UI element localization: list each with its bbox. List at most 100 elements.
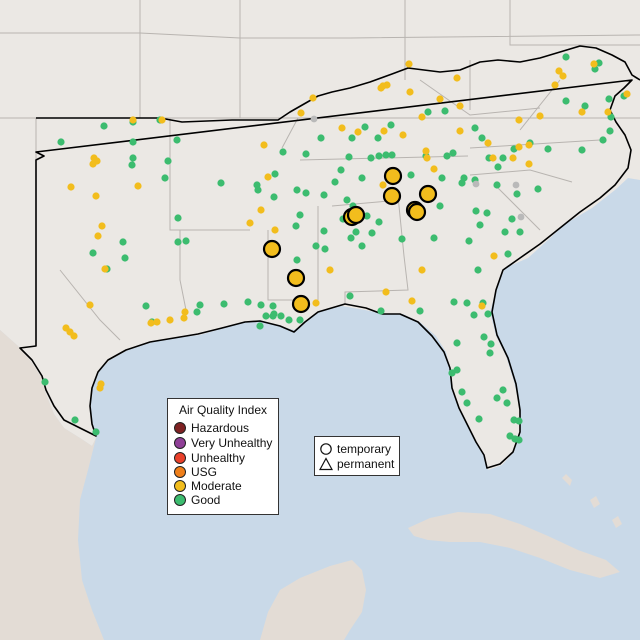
moderate-monitor-marker [484,139,492,147]
mexico-land [0,330,104,640]
moderate-monitor-marker [86,301,94,309]
good-monitor-marker [438,174,446,182]
good-monitor-marker [499,386,507,394]
good-monitor-marker [374,134,382,142]
legend-item-temporary: temporary [319,442,391,456]
good-monitor-marker [516,228,524,236]
legend-label-very-unhealthy: Very Unhealthy [191,436,273,450]
good-monitor-marker [321,245,329,253]
good-monitor-marker [269,302,277,310]
moderate-monitor-marker [515,143,523,151]
good-monitor-marker [129,154,137,162]
moderate-monitor-marker [94,232,102,240]
good-monitor-marker [375,152,383,160]
legend-item-usg: USG [174,465,217,479]
good-monitor-marker [499,154,507,162]
good-monitor-marker [476,221,484,229]
moderate-monitor-marker [147,319,155,327]
good-monitor-marker [599,136,607,144]
good-monitor-marker [501,228,509,236]
good-monitor-marker [513,190,521,198]
monitors-temporary-moderate [262,166,438,314]
good-monitor-marker [493,181,501,189]
moderate-monitor-marker [383,81,391,89]
good-monitor-marker [478,134,486,142]
good-monitor-marker [367,154,375,162]
moderate-monitor-marker [515,116,523,124]
moderate-monitor-marker [271,226,279,234]
good-monitor-marker [458,388,466,396]
good-monitor-marker [515,417,523,425]
moderate-monitor-marker [181,308,189,316]
moderate-monitor-marker [129,116,137,124]
moderate-monitor-marker [423,154,431,162]
good-monitor-marker [312,242,320,250]
good-monitor-marker [293,256,301,264]
good-monitor-marker [484,310,492,318]
moderate-monitor-marker [578,108,586,116]
legend-item-very-unhealthy: Very Unhealthy [174,436,272,450]
good-monitor-marker [605,95,613,103]
moderate-monitor-marker [101,265,109,273]
moderate-monitor-marker [456,127,464,135]
good-monitor-marker [296,211,304,219]
moderate-monitor-marker [158,116,166,124]
good-monitor-marker [358,174,366,182]
good-monitor-marker [257,301,265,309]
good-monitor-marker [578,146,586,154]
good-monitor-marker [128,161,136,169]
good-monitor-marker [121,254,129,262]
moderate-monitor-marker [525,141,533,149]
yucatan-land [260,560,366,640]
legend-label-usg: USG [191,465,218,479]
good-monitor-marker [471,124,479,132]
good-monitor-marker [436,202,444,210]
good-monitor-marker [480,333,488,341]
moderate-monitor-marker [297,109,305,117]
good-monitor-marker [475,415,483,423]
good-monitor-marker [508,215,516,223]
region-outline [19,45,640,469]
moderate-monitor-marker [456,102,464,110]
moderate-monitor-marker [260,141,268,149]
temporary-moderate-monitor-marker [407,202,427,222]
good-monitor-marker [416,307,424,315]
very-unhealthy-swatch-icon [174,437,186,449]
moderate-monitor-marker [509,154,517,162]
good-monitor-marker [343,196,351,204]
moderate-monitor-marker [98,222,106,230]
missing-monitor-marker [472,180,480,188]
good-monitor-marker [375,218,383,226]
temporary-moderate-monitor-marker [262,239,282,259]
moderate-monitor-marker [590,60,598,68]
moderate-monitor-marker [490,252,498,260]
temporary-moderate-monitor-marker [418,184,438,204]
good-monitor-marker [441,107,449,115]
good-monitor-marker [164,157,172,165]
good-monitor-marker [515,436,523,444]
moderate-monitor-marker [92,192,100,200]
good-monitor-marker [493,394,501,402]
moderate-monitor-marker [604,108,612,116]
temporary-moderate-monitor-marker [286,268,306,288]
good-monitor-marker [387,121,395,129]
moderate-monitor-marker [551,81,559,89]
legend-label-unhealthy: Unhealthy [191,451,246,465]
good-monitor-marker [463,399,471,407]
temporary-moderate-monitor-marker [382,186,402,206]
good-monitor-marker [443,152,451,160]
legend-label-hazardous: Hazardous [191,421,250,435]
missing-monitor-marker [512,181,520,189]
good-monitor-marker [270,193,278,201]
moderate-monitor-marker [377,84,385,92]
legend-item-good: Good [174,493,220,507]
good-monitor-marker [254,186,262,194]
good-monitor-marker [217,179,225,187]
temporary-moderate-monitor-marker [291,294,311,314]
monitors-missing [310,115,525,221]
good-monitor-marker [430,234,438,242]
moderate-monitor-marker [478,302,486,310]
moderate-monitor-marker [536,112,544,120]
good-monitor-marker [271,170,279,178]
legend-label-moderate: Moderate [191,479,242,493]
